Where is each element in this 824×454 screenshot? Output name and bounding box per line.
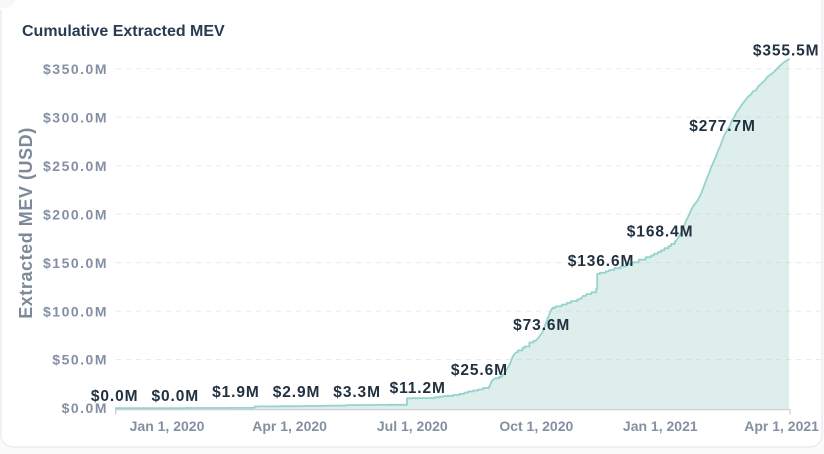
svg-text:Apr 1, 2021: Apr 1, 2021: [744, 418, 819, 434]
svg-text:Jan 1, 2020: Jan 1, 2020: [130, 418, 205, 434]
svg-text:$50.0M: $50.0M: [52, 352, 108, 368]
svg-text:$0.0M: $0.0M: [62, 400, 108, 416]
svg-text:$355.5M: $355.5M: [753, 43, 820, 60]
svg-text:Extracted MEV (USD): Extracted MEV (USD): [16, 127, 36, 319]
svg-text:Cumulative Extracted MEV: Cumulative Extracted MEV: [22, 23, 225, 40]
svg-text:$73.6M: $73.6M: [513, 317, 570, 334]
svg-text:$350.0M: $350.0M: [43, 61, 108, 77]
svg-text:Apr 1, 2020: Apr 1, 2020: [252, 418, 327, 434]
svg-text:$0.0M: $0.0M: [152, 388, 200, 405]
svg-text:$300.0M: $300.0M: [43, 109, 108, 125]
svg-text:$2.9M: $2.9M: [273, 384, 321, 401]
svg-text:$136.6M: $136.6M: [568, 253, 635, 270]
svg-text:$3.3M: $3.3M: [333, 384, 381, 401]
svg-text:Oct 1, 2020: Oct 1, 2020: [499, 418, 573, 434]
svg-text:$25.6M: $25.6M: [451, 362, 508, 379]
svg-text:$168.4M: $168.4M: [627, 224, 694, 241]
svg-text:$150.0M: $150.0M: [43, 255, 108, 271]
svg-text:$250.0M: $250.0M: [43, 158, 108, 174]
svg-text:$200.0M: $200.0M: [43, 206, 108, 222]
svg-text:$100.0M: $100.0M: [43, 303, 108, 319]
svg-text:$11.2M: $11.2M: [390, 380, 446, 397]
svg-text:$1.9M: $1.9M: [212, 384, 260, 401]
svg-text:$0.0M: $0.0M: [91, 388, 139, 405]
svg-text:Jan 1, 2021: Jan 1, 2021: [623, 418, 698, 434]
svg-text:$277.7M: $277.7M: [689, 118, 756, 135]
svg-text:Jul 1, 2020: Jul 1, 2020: [377, 418, 448, 434]
